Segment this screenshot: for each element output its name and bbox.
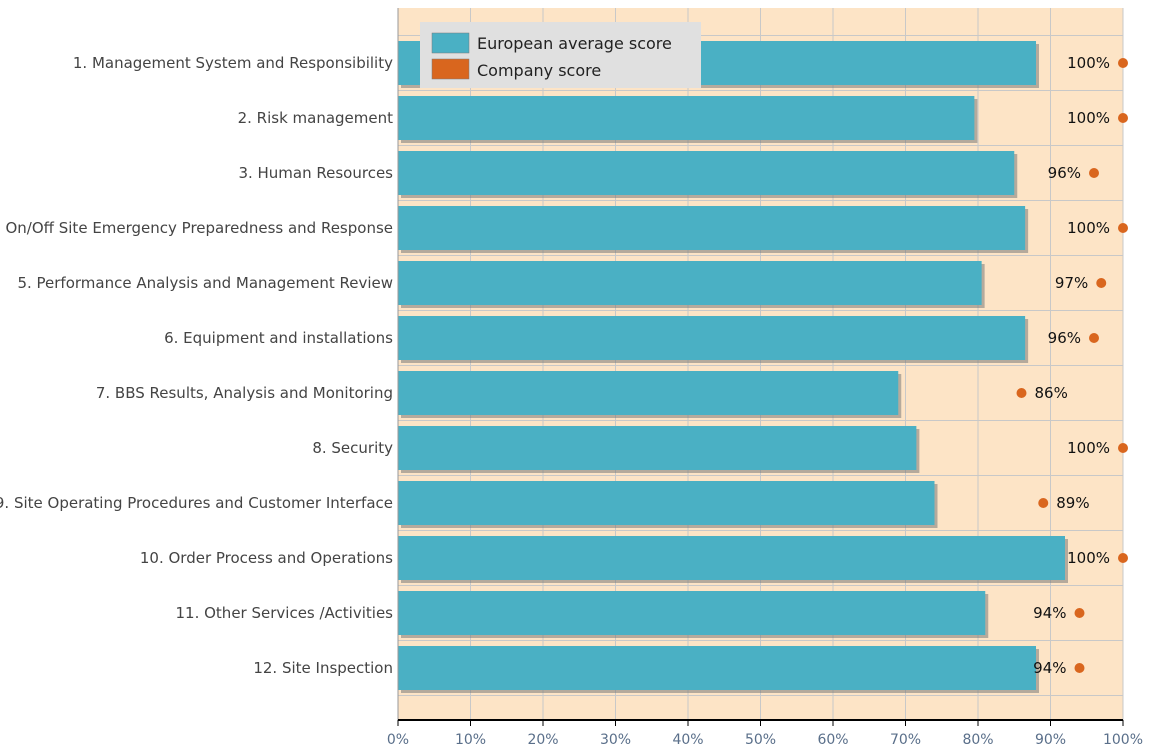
x-tick-label: 10% [455,732,486,748]
bar-european-average [398,206,1026,250]
point-company-score [1074,608,1085,618]
category-label: 11. Other Services /Activities [176,604,394,622]
bar-european-average [398,536,1065,580]
x-tick-label: 90% [1035,732,1066,748]
point-company-score [1016,388,1027,398]
legend: European average score Company score [420,22,701,88]
legend-label-european: European average score [477,34,672,53]
point-company-score [1118,223,1128,233]
category-label: 4. On/Off Site Emergency Preparedness an… [0,219,393,237]
data-label-company-score: 96% [1048,164,1081,182]
data-label-company-score: 97% [1055,274,1088,292]
bar-european-average [398,371,899,415]
category-labels: 1. Management System and Responsibility 2… [0,54,393,677]
x-tick-label: 30% [600,732,631,748]
data-label-company-score: 100% [1067,54,1110,72]
category-label: 3. Human Resources [238,164,393,182]
point-company-score [1038,498,1049,508]
legend-label-company: Company score [477,61,601,80]
x-axis: 0% 10% 20% 30% 40% 50% 60% 70% 80% 90% 100% [387,8,1143,748]
data-label-company-score: 94% [1033,604,1066,622]
data-label-company-score: 100% [1067,109,1110,127]
x-tick-label: 0% [387,732,409,748]
data-label-company-score: 86% [1035,384,1068,402]
data-label-company-score: 100% [1067,219,1110,237]
bar-european-average [398,646,1036,690]
bars [398,41,1068,693]
point-company-score [1089,333,1099,343]
bar-european-average [398,316,1026,360]
category-label: 10. Order Process and Operations [140,549,393,567]
legend-swatch-company [431,58,470,80]
bar-european-average [398,96,975,140]
category-label: 5. Performance Analysis and Management R… [17,274,393,292]
category-label: 2. Risk management [238,109,394,127]
x-tick-label: 80% [962,732,993,748]
point-company-score [1118,443,1128,453]
point-company-score [1096,278,1107,288]
data-label-company-score: 94% [1033,659,1066,677]
point-company-score [1118,553,1128,563]
category-label: 1. Management System and Responsibility [73,54,393,72]
company-points: 100% 100% 96% 100% 97% 96% 86% 100% 89% 100% 94% 94… [1016,54,1128,677]
bar-european-average [398,261,982,305]
point-company-score [1089,168,1099,178]
data-label-company-score: 100% [1067,549,1110,567]
bar-european-average [398,591,986,635]
bar-european-average [398,426,917,470]
category-label: 7. BBS Results, Analysis and Monitoring [96,384,393,402]
x-tick-label: 70% [890,732,921,748]
x-tick-label: 100% [1103,732,1143,748]
category-label: 12. Site Inspection [253,659,393,677]
category-label: 9. Site Operating Procedures and Custome… [0,494,393,512]
x-tick-label: 60% [817,732,848,748]
data-label-company-score: 96% [1048,329,1081,347]
legend-swatch-european [431,32,470,54]
category-label: 6. Equipment and installations [164,329,393,347]
x-tick-label: 50% [745,732,776,748]
x-tick-label: 20% [527,732,558,748]
bar-european-average [398,151,1015,195]
point-company-score [1118,58,1128,68]
point-company-score [1118,113,1128,123]
category-label: 8. Security [312,439,393,457]
point-company-score [1074,663,1085,673]
bar-european-average [398,481,935,525]
x-tick-label: 40% [672,732,703,748]
data-label-company-score: 100% [1067,439,1110,457]
data-label-company-score: 89% [1056,494,1089,512]
